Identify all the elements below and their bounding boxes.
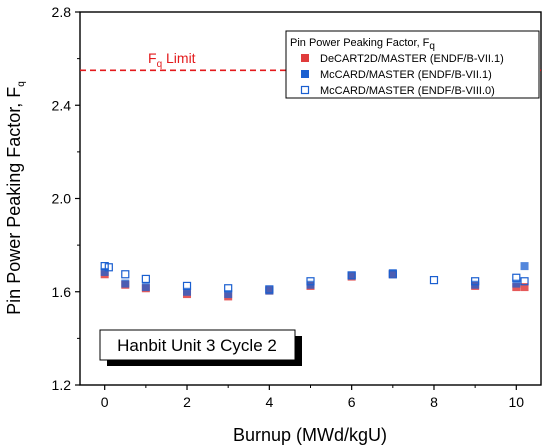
legend-marker-mccard-vii bbox=[301, 70, 309, 78]
point-mccard-viii bbox=[104, 263, 113, 272]
point-mccard-viii bbox=[121, 270, 130, 279]
point-mccard-vii bbox=[183, 287, 192, 296]
legend-marker-decart bbox=[301, 54, 309, 62]
x-tick-label: 0 bbox=[101, 394, 109, 410]
point-mccard-viii bbox=[265, 285, 274, 294]
point-mccard-vii bbox=[265, 286, 274, 295]
legend-marker-mccard-viii bbox=[300, 85, 310, 95]
point-decart bbox=[520, 283, 529, 292]
legend-title-main: Pin Power Peaking Factor, F bbox=[290, 37, 430, 49]
point-mccard-vii bbox=[100, 267, 109, 276]
y-tick-label: 1.6 bbox=[52, 284, 72, 300]
point-mccard-viii bbox=[306, 277, 315, 286]
cycle-annotation: Hanbit Unit 3 Cycle 2 bbox=[99, 329, 302, 366]
annotation-text: Hanbit Unit 3 Cycle 2 bbox=[117, 336, 277, 355]
point-mccard-viii bbox=[471, 277, 480, 286]
point-mccard-viii bbox=[388, 270, 397, 279]
point-mccard-viii bbox=[512, 273, 521, 282]
point-mccard-vii bbox=[520, 262, 529, 271]
annotation-box bbox=[99, 329, 296, 361]
x-tick-label: 4 bbox=[265, 394, 273, 410]
point-mccard-vii bbox=[347, 271, 356, 280]
point-mccard-vii bbox=[141, 283, 150, 292]
data-points bbox=[100, 262, 529, 301]
point-mccard-viii bbox=[182, 281, 192, 291]
x-tick-label: 8 bbox=[430, 394, 438, 410]
x-tick-label: 6 bbox=[348, 394, 356, 410]
x-tick-label: 2 bbox=[183, 394, 191, 410]
point-mccard-vii bbox=[121, 279, 130, 288]
point-mccard-viii bbox=[100, 262, 109, 271]
y-tick-label: 1.2 bbox=[52, 377, 72, 393]
point-mccard-viii bbox=[520, 277, 529, 286]
x-axis-title: Burnup (MWd/kgU) bbox=[233, 425, 387, 445]
fq-limit-label-main: F bbox=[148, 50, 157, 66]
y-axis-title: Pin Power Peaking Factor, Fq bbox=[4, 81, 27, 315]
y-tick-label: 2.4 bbox=[52, 97, 72, 113]
legend-title-sub: q bbox=[429, 41, 435, 52]
legend: Pin Power Peaking Factor, Fq DeCART2D/MA… bbox=[285, 30, 540, 99]
fq-limit-label-sub: q bbox=[157, 59, 163, 70]
legend-label-decart: DeCART2D/MASTER (ENDF/B-VII.1) bbox=[320, 53, 504, 65]
legend-label-mccard-viii: McCARD/MASTER (ENDF/B-VIII.0) bbox=[320, 85, 495, 97]
point-mccard-viii bbox=[141, 274, 150, 284]
y-axis-title-main: Pin Power Peaking Factor, F bbox=[4, 87, 24, 315]
point-mccard-vii bbox=[512, 279, 521, 288]
point-mccard-viii bbox=[429, 275, 439, 285]
point-mccard-vii bbox=[388, 269, 397, 278]
y-tick-label: 2.0 bbox=[52, 191, 72, 207]
legend-box bbox=[285, 30, 540, 99]
point-mccard-vii bbox=[224, 290, 233, 299]
y-axis-ticks: 1.2 1.6 2.0 2.4 2.8 bbox=[52, 4, 80, 393]
point-mccard-viii bbox=[347, 271, 356, 280]
x-axis-ticks: 0 2 4 6 8 10 bbox=[101, 385, 525, 410]
x-tick-label: 10 bbox=[509, 394, 525, 410]
legend-label-mccard-vii: McCARD/MASTER (ENDF/B-VII.1) bbox=[320, 69, 492, 81]
y-tick-label: 2.8 bbox=[52, 4, 72, 20]
legend-title: Pin Power Peaking Factor, Fq bbox=[290, 37, 435, 52]
point-mccard-viii bbox=[224, 284, 233, 293]
fq-limit-label: Fq Limit bbox=[148, 50, 196, 70]
y-axis-title-sub: q bbox=[16, 81, 27, 87]
fq-limit-label-rest: Limit bbox=[162, 50, 196, 66]
